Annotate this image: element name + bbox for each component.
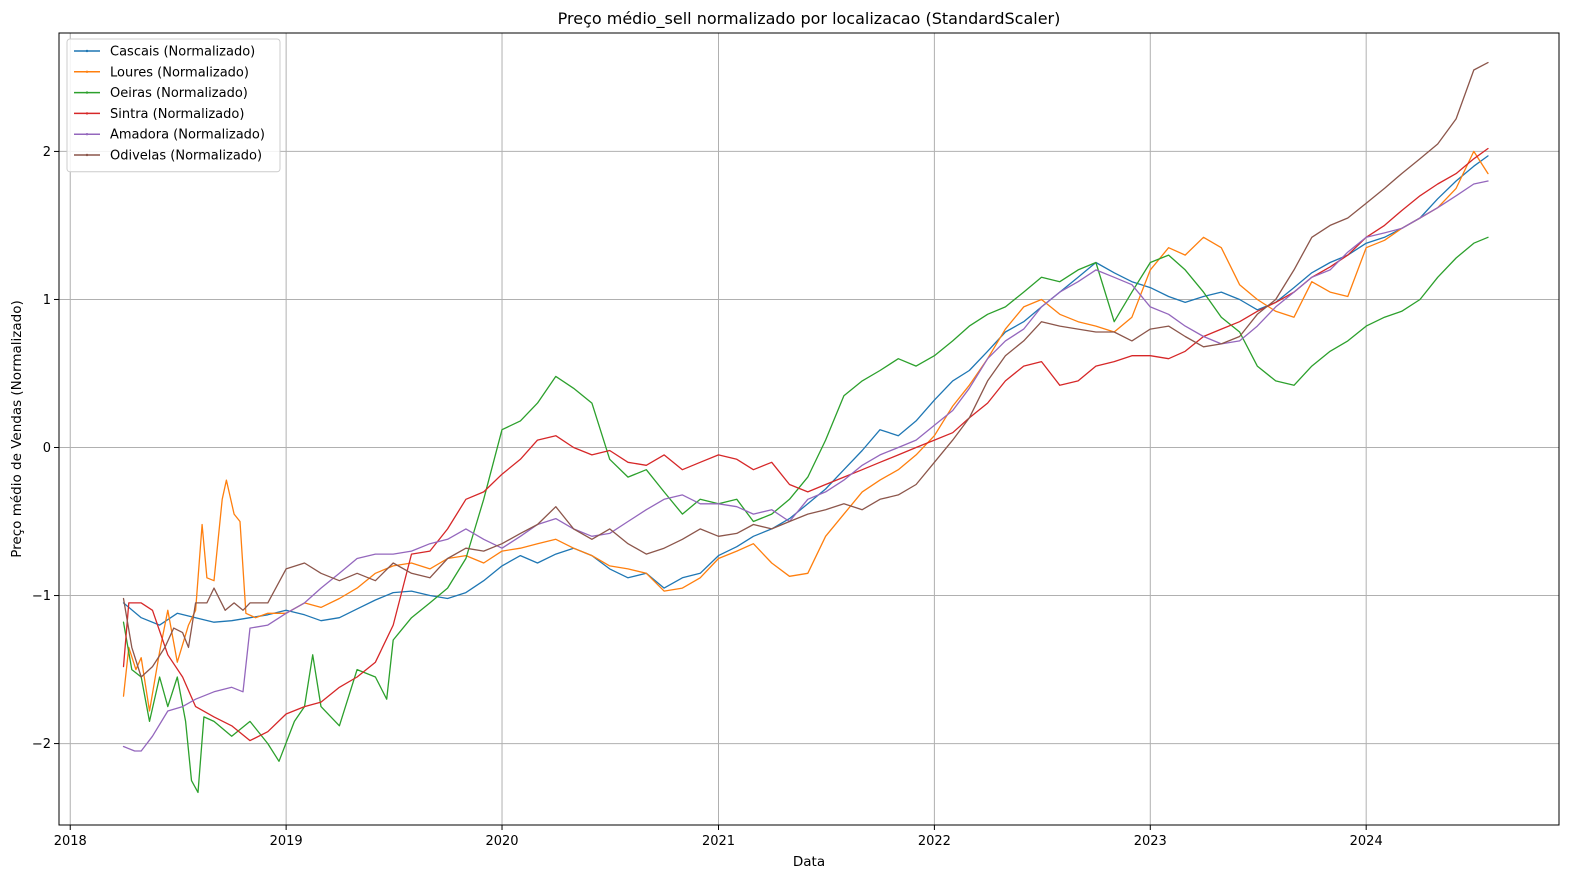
- x-tick-label: 2019: [270, 834, 303, 849]
- legend-label: Amadora (Normalizado): [110, 128, 265, 143]
- y-tick-label: −2: [32, 737, 51, 752]
- series-line-3: [122, 147, 1489, 742]
- plot-frame: [58, 32, 1560, 826]
- legend-marker: [85, 91, 89, 94]
- legend-label: Sintra (Normalizado): [110, 107, 244, 122]
- x-axis-label: Data: [793, 854, 825, 870]
- x-tick-label: 2020: [485, 834, 518, 849]
- x-tick-label: 2024: [1350, 834, 1383, 849]
- legend-marker: [85, 70, 89, 74]
- legend: Cascais (Normalizado) Loures (Normalizado…: [66, 38, 281, 173]
- legend-label: Oeiras (Normalizado): [110, 86, 248, 101]
- legend-box: [66, 38, 281, 173]
- series-line-5: [122, 61, 1489, 678]
- y-axis-label: Preço médio de Vendas (Normalizado): [9, 300, 25, 557]
- chart-title: Preço médio_sell normalizado por localiz…: [558, 9, 1061, 29]
- x-tick-label: 2023: [1134, 834, 1167, 849]
- series-line-0: [122, 155, 1489, 626]
- legend-label: Odivelas (Normalizado): [110, 149, 262, 164]
- x-tick-label: 2018: [54, 834, 87, 849]
- y-tick-label: −1: [32, 589, 51, 604]
- legend-marker: [85, 133, 89, 136]
- x-tick-label: 2021: [702, 834, 735, 849]
- legend-marker: [85, 112, 89, 115]
- series-lines: [122, 61, 1489, 794]
- series-line-4: [122, 180, 1489, 752]
- y-tick-label: 1: [43, 293, 51, 308]
- x-axis: 2018 2019 2020 2021 2022 2023 2024: [54, 825, 1383, 849]
- y-tick-label: 2: [43, 145, 51, 160]
- legend-marker: [85, 153, 89, 157]
- series-line-2: [122, 236, 1489, 794]
- series-line-1: [122, 150, 1489, 712]
- x-tick-label: 2022: [918, 834, 951, 849]
- legend-marker: [85, 49, 89, 53]
- legend-label: Cascais (Normalizado): [110, 45, 255, 60]
- y-tick-label: 0: [43, 441, 51, 456]
- legend-label: Loures (Normalizado): [110, 65, 249, 80]
- y-axis: 2 1 0 −1 −2: [32, 145, 59, 752]
